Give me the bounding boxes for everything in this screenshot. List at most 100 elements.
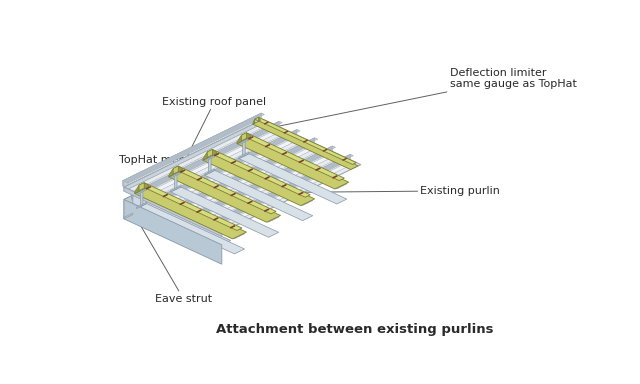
Polygon shape xyxy=(179,166,182,172)
Polygon shape xyxy=(253,121,358,169)
Text: Eave strut: Eave strut xyxy=(131,208,212,304)
Polygon shape xyxy=(243,140,245,157)
Polygon shape xyxy=(140,121,282,190)
Polygon shape xyxy=(155,202,159,208)
Polygon shape xyxy=(213,223,218,235)
Polygon shape xyxy=(195,214,200,226)
Polygon shape xyxy=(141,190,146,202)
Polygon shape xyxy=(141,127,285,197)
Polygon shape xyxy=(124,195,230,245)
Polygon shape xyxy=(182,214,186,220)
Polygon shape xyxy=(169,169,173,177)
Polygon shape xyxy=(241,133,246,141)
Polygon shape xyxy=(209,157,211,174)
Polygon shape xyxy=(195,152,339,222)
Polygon shape xyxy=(136,204,244,254)
Polygon shape xyxy=(169,170,280,222)
Text: Deflection limiter
same gauge as TopHat: Deflection limiter same gauge as TopHat xyxy=(278,68,577,126)
Polygon shape xyxy=(146,129,289,199)
Polygon shape xyxy=(239,152,249,159)
Polygon shape xyxy=(186,148,330,218)
Polygon shape xyxy=(175,174,275,220)
Polygon shape xyxy=(139,183,144,191)
Polygon shape xyxy=(203,154,315,205)
Polygon shape xyxy=(133,191,138,197)
Polygon shape xyxy=(171,172,278,222)
Polygon shape xyxy=(124,195,132,219)
Polygon shape xyxy=(207,149,212,157)
Polygon shape xyxy=(124,213,132,219)
Polygon shape xyxy=(200,154,343,224)
Polygon shape xyxy=(164,205,168,212)
Polygon shape xyxy=(173,166,179,174)
Polygon shape xyxy=(136,189,244,239)
Polygon shape xyxy=(204,156,348,226)
Polygon shape xyxy=(150,132,294,202)
Polygon shape xyxy=(168,208,173,214)
Polygon shape xyxy=(193,146,335,215)
Polygon shape xyxy=(209,157,309,204)
Polygon shape xyxy=(205,155,313,205)
Text: Attachment between existing purlins: Attachment between existing purlins xyxy=(216,323,493,336)
Polygon shape xyxy=(209,226,213,232)
Polygon shape xyxy=(173,142,316,212)
Polygon shape xyxy=(239,154,347,204)
Polygon shape xyxy=(186,216,191,222)
Polygon shape xyxy=(205,169,215,175)
Polygon shape xyxy=(136,189,147,195)
Polygon shape xyxy=(182,146,325,216)
Polygon shape xyxy=(158,129,300,199)
Polygon shape xyxy=(212,149,217,156)
Polygon shape xyxy=(239,139,249,145)
Polygon shape xyxy=(211,154,353,223)
Polygon shape xyxy=(207,149,310,197)
Polygon shape xyxy=(136,202,147,209)
Polygon shape xyxy=(133,123,276,193)
Polygon shape xyxy=(164,138,307,208)
Polygon shape xyxy=(140,190,143,207)
Polygon shape xyxy=(150,199,155,205)
Polygon shape xyxy=(155,134,298,204)
Polygon shape xyxy=(241,133,344,180)
Polygon shape xyxy=(203,152,207,160)
Polygon shape xyxy=(134,185,139,194)
Polygon shape xyxy=(159,198,164,210)
Polygon shape xyxy=(253,119,255,124)
Polygon shape xyxy=(129,121,272,191)
Polygon shape xyxy=(139,183,242,230)
Polygon shape xyxy=(159,136,303,205)
Polygon shape xyxy=(204,224,209,230)
Polygon shape xyxy=(177,206,182,218)
Polygon shape xyxy=(191,150,334,220)
Polygon shape xyxy=(213,161,356,230)
Polygon shape xyxy=(168,140,312,210)
Polygon shape xyxy=(176,138,315,211)
Polygon shape xyxy=(175,174,177,190)
Polygon shape xyxy=(140,121,279,195)
Polygon shape xyxy=(124,199,222,264)
Polygon shape xyxy=(129,189,133,195)
Polygon shape xyxy=(237,137,349,189)
Polygon shape xyxy=(259,117,260,121)
Polygon shape xyxy=(191,218,195,224)
Polygon shape xyxy=(124,182,129,193)
Polygon shape xyxy=(218,230,222,237)
Polygon shape xyxy=(173,166,276,214)
Polygon shape xyxy=(193,146,332,219)
Polygon shape xyxy=(209,158,352,228)
Polygon shape xyxy=(171,187,278,237)
Polygon shape xyxy=(205,170,313,221)
Polygon shape xyxy=(124,119,268,189)
Polygon shape xyxy=(124,187,222,237)
Polygon shape xyxy=(239,139,347,189)
Polygon shape xyxy=(140,190,241,237)
Polygon shape xyxy=(122,113,264,182)
Polygon shape xyxy=(211,154,350,227)
Text: TopHat member: TopHat member xyxy=(118,155,207,175)
Polygon shape xyxy=(144,183,148,189)
Polygon shape xyxy=(171,185,180,192)
Polygon shape xyxy=(122,113,261,186)
Polygon shape xyxy=(173,210,177,216)
Polygon shape xyxy=(171,172,180,178)
Polygon shape xyxy=(138,126,281,195)
